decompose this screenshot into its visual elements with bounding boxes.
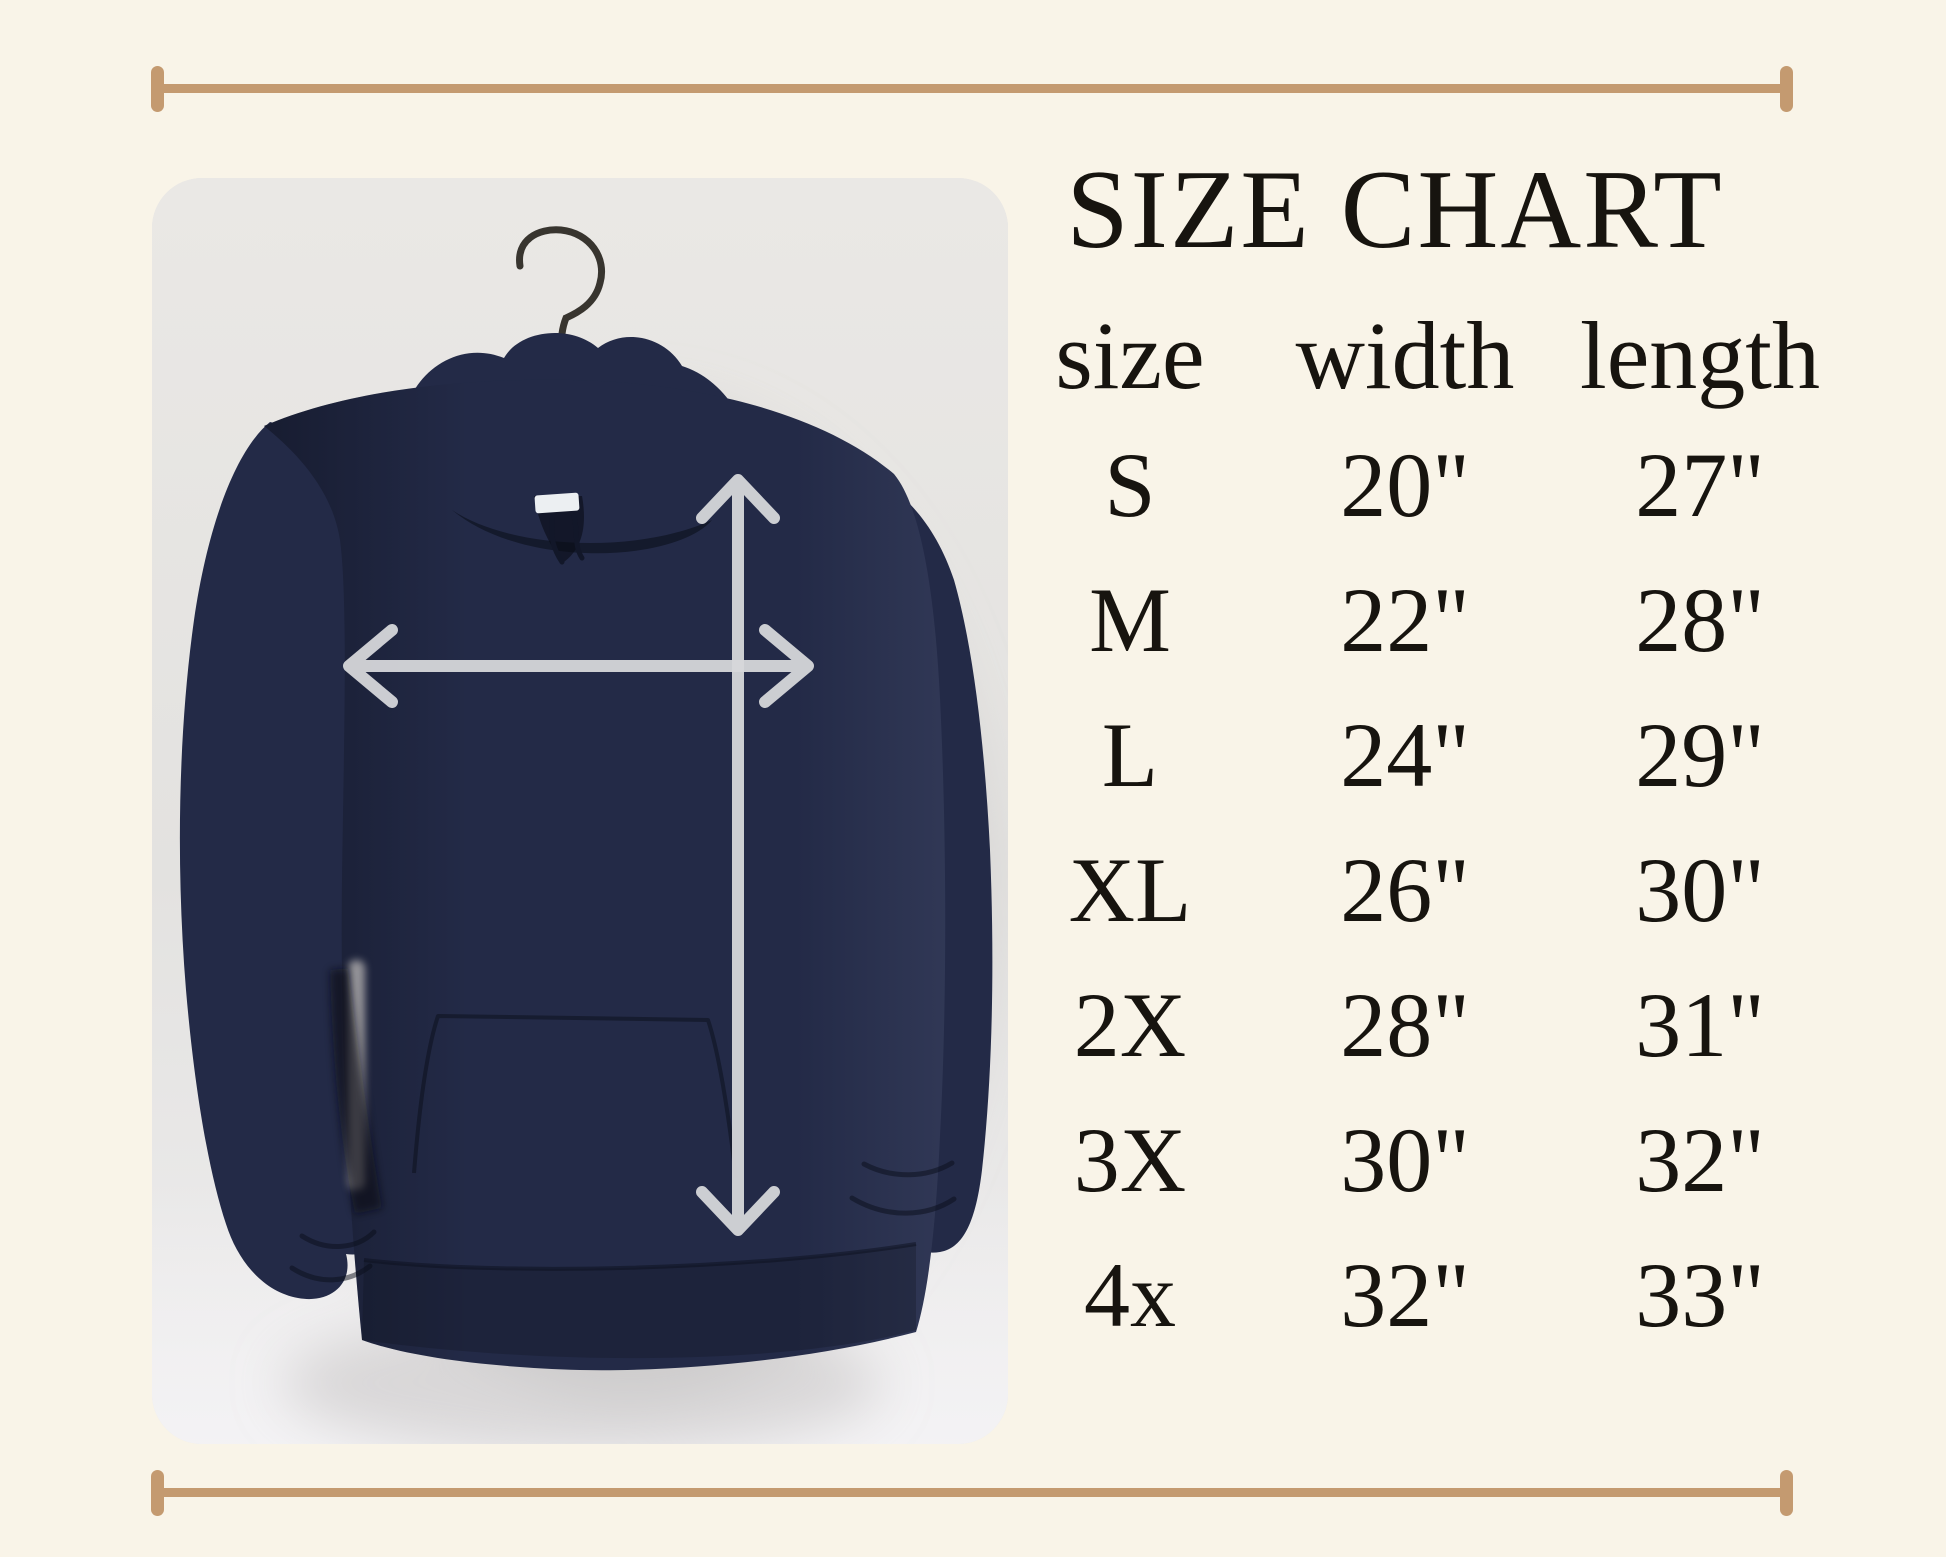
table-row: 3X 30" 32" [990,1092,1860,1227]
length-value: 31" [1635,973,1765,1076]
cuff-folds [289,1160,957,1283]
width-value: 24" [1340,703,1470,806]
header-width: width [1295,302,1515,410]
width-value: 32" [1340,1243,1470,1346]
width-value: 22" [1340,568,1470,671]
hem-seam [363,1242,917,1271]
length-value: 30" [1635,838,1765,941]
size-value: S [1104,433,1156,536]
pocket-seam [412,1014,738,1179]
length-arrow [696,474,780,1236]
size-value: 4x [1084,1243,1176,1346]
length-value: 32" [1635,1108,1765,1211]
width-value: 26" [1340,838,1470,941]
table-row: 4x 32" 33" [990,1227,1860,1362]
hoodie-body-shading [264,379,946,1371]
top-line-right-cap [1780,65,1793,112]
bottom-measure-line [151,1469,1793,1516]
bottom-line-right-cap [1780,1469,1793,1516]
length-value: 27" [1635,433,1765,536]
size-value: L [1101,703,1159,806]
table-row: L 24" 29" [990,687,1860,822]
table-row: S 20" 27" [990,417,1860,552]
length-value: 33" [1635,1243,1765,1346]
header-length: length [1580,302,1820,410]
size-table-header: size width length [990,303,1860,409]
hem-band [362,1244,916,1359]
hanger-hook [516,226,605,358]
size-value: M [1089,568,1171,671]
table-row: M 22" 28" [990,552,1860,687]
hood-inner-shadow [452,510,712,554]
length-value: 28" [1635,568,1765,671]
drawstring [549,515,565,565]
size-table: size width length S 20" 27" M 22" 28" L … [990,303,1860,1362]
table-row: XL 26" 30" [990,822,1860,957]
width-value: 30" [1340,1108,1470,1211]
size-value: 3X [1073,1108,1187,1211]
sleeve-fold-shadow [330,968,382,1214]
header-size: size [1055,302,1205,410]
width-arrow [343,624,814,708]
size-value: XL [1068,838,1192,941]
table-row: 2X 28" 31" [990,957,1860,1092]
width-value: 28" [1340,973,1470,1076]
top-line-left-cap [151,65,164,112]
hoodie-photo-illustration [152,178,1008,1444]
hoodie-photo [152,178,1008,1444]
drawstring [571,513,585,561]
top-measure-line [151,65,1793,112]
width-value: 20" [1340,433,1470,536]
care-tag [534,492,580,514]
size-table-body: S 20" 27" M 22" 28" L 24" 29" XL 26" 30"… [990,417,1860,1362]
page-title: SIZE CHART [1066,148,1724,272]
bottom-line-left-cap [151,1469,164,1516]
length-value: 29" [1635,703,1765,806]
size-value: 2X [1073,973,1187,1076]
size-chart-panel: SIZE CHART size width length S 20" 27" M… [990,148,1860,1362]
